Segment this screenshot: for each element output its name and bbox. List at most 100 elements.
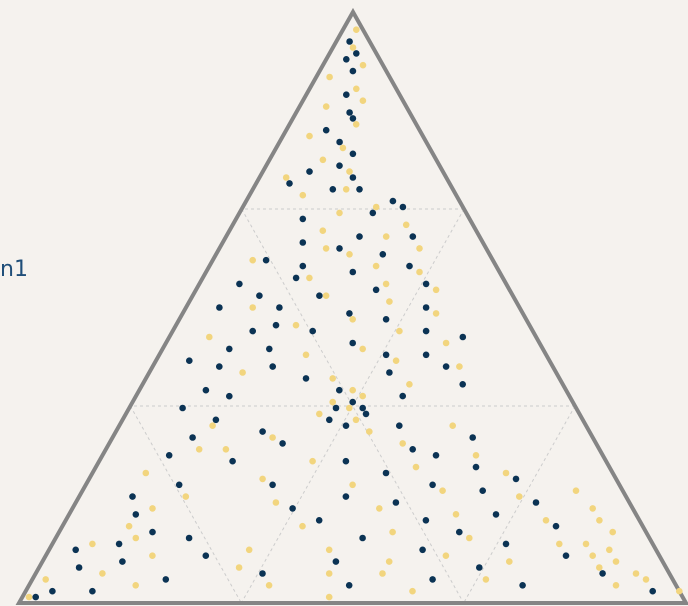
point-s0-99 bbox=[32, 593, 39, 601]
point-s0-101 bbox=[115, 540, 123, 548]
point-s1-35 bbox=[206, 333, 213, 341]
point-s1-10 bbox=[346, 168, 353, 175]
point-s1-14 bbox=[372, 203, 380, 211]
point-s1-91 bbox=[125, 522, 133, 530]
point-s1-38 bbox=[302, 351, 310, 359]
point-s1-22 bbox=[249, 256, 256, 264]
point-s0-13 bbox=[286, 180, 293, 187]
point-s0-25 bbox=[262, 256, 270, 264]
point-s1-98 bbox=[142, 469, 150, 477]
point-s0-0 bbox=[346, 38, 353, 45]
point-s1-8 bbox=[339, 144, 347, 152]
point-s1-17 bbox=[319, 227, 327, 234]
point-s0-27 bbox=[349, 268, 357, 276]
point-s1-16 bbox=[402, 221, 410, 229]
point-s1-60 bbox=[349, 481, 356, 489]
point-s0-96 bbox=[345, 582, 353, 589]
point-s1-41 bbox=[239, 369, 246, 376]
point-s1-55 bbox=[472, 452, 480, 459]
point-s1-86 bbox=[596, 517, 603, 524]
point-s0-78 bbox=[492, 511, 500, 518]
point-s1-30 bbox=[249, 304, 256, 311]
point-s0-84 bbox=[185, 534, 193, 542]
point-s1-65 bbox=[452, 511, 460, 518]
point-s1-32 bbox=[349, 316, 357, 323]
point-s0-5 bbox=[346, 109, 353, 116]
point-s0-112 bbox=[179, 404, 186, 412]
point-s1-64 bbox=[376, 505, 383, 512]
point-s1-21 bbox=[346, 251, 353, 258]
point-s1-59 bbox=[259, 475, 266, 483]
point-s1-109 bbox=[209, 422, 216, 430]
point-s0-38 bbox=[422, 327, 430, 335]
point-s0-30 bbox=[372, 286, 380, 294]
point-s1-27 bbox=[432, 286, 440, 294]
point-s1-4 bbox=[359, 97, 367, 104]
point-s0-97 bbox=[649, 587, 656, 595]
point-s1-107 bbox=[42, 576, 49, 583]
point-s1-25 bbox=[306, 274, 313, 282]
point-s1-34 bbox=[396, 327, 403, 335]
point-s0-116 bbox=[249, 327, 256, 335]
point-s0-75 bbox=[532, 499, 540, 506]
point-s0-109 bbox=[165, 452, 173, 459]
point-s1-20 bbox=[416, 245, 423, 252]
point-s0-58 bbox=[326, 416, 333, 424]
point-s1-77 bbox=[482, 576, 490, 583]
point-s1-103 bbox=[385, 558, 393, 565]
point-s1-88 bbox=[589, 552, 596, 559]
point-s0-104 bbox=[75, 564, 83, 571]
point-s0-37 bbox=[272, 321, 280, 329]
point-s0-52 bbox=[226, 392, 233, 400]
point-s0-71 bbox=[269, 481, 276, 489]
point-s0-48 bbox=[386, 369, 393, 376]
point-s1-63 bbox=[272, 499, 280, 506]
point-s0-49 bbox=[302, 375, 310, 382]
point-s0-115 bbox=[266, 345, 273, 353]
point-s1-44 bbox=[349, 386, 357, 394]
point-s1-5 bbox=[322, 103, 330, 110]
point-s1-46 bbox=[329, 398, 337, 406]
point-s0-32 bbox=[316, 292, 323, 300]
point-s0-63 bbox=[279, 440, 286, 447]
point-s1-96 bbox=[149, 505, 156, 512]
point-s0-107 bbox=[129, 493, 136, 500]
point-s1-67 bbox=[299, 522, 306, 530]
point-s0-19 bbox=[299, 215, 307, 223]
point-s1-104 bbox=[245, 546, 253, 554]
point-s1-97 bbox=[182, 493, 190, 500]
point-s0-28 bbox=[292, 274, 300, 282]
point-s0-29 bbox=[422, 280, 430, 288]
point-s0-10 bbox=[336, 162, 343, 169]
point-s1-75 bbox=[235, 564, 243, 571]
point-s0-95 bbox=[519, 582, 526, 589]
point-s0-17 bbox=[399, 203, 407, 211]
point-s0-81 bbox=[552, 522, 560, 530]
point-s0-50 bbox=[459, 381, 467, 388]
point-s0-12 bbox=[349, 174, 357, 181]
point-s0-106 bbox=[72, 546, 79, 554]
point-s1-50 bbox=[449, 422, 457, 430]
point-s0-91 bbox=[599, 570, 606, 577]
point-s1-6 bbox=[352, 121, 360, 128]
point-s1-48 bbox=[316, 410, 323, 418]
point-s1-18 bbox=[382, 233, 390, 240]
point-s1-87 bbox=[582, 540, 590, 548]
point-s1-12 bbox=[342, 186, 350, 193]
point-s0-65 bbox=[432, 452, 440, 459]
point-s1-36 bbox=[442, 339, 450, 347]
point-s0-111 bbox=[212, 416, 220, 424]
point-s0-54 bbox=[349, 398, 357, 406]
point-s0-26 bbox=[406, 262, 413, 270]
point-s1-24 bbox=[416, 268, 423, 276]
point-s0-31 bbox=[256, 292, 263, 300]
point-s0-77 bbox=[289, 505, 296, 512]
point-s1-85 bbox=[589, 505, 596, 512]
point-s1-0 bbox=[349, 44, 357, 51]
point-s0-3 bbox=[349, 67, 357, 75]
point-s1-71 bbox=[325, 546, 333, 554]
point-s1-69 bbox=[466, 534, 473, 542]
point-s1-45 bbox=[359, 392, 367, 400]
point-s0-57 bbox=[362, 410, 370, 418]
point-s0-64 bbox=[409, 446, 417, 453]
